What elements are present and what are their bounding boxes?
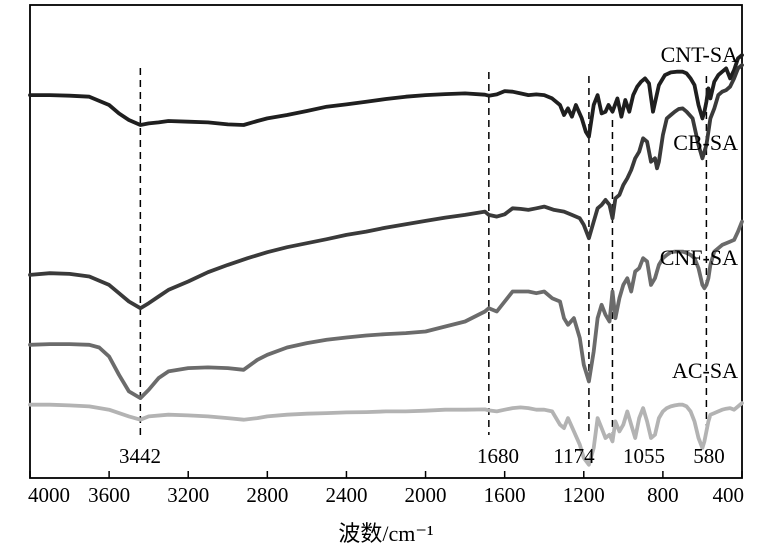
- annotation-labels: 3442 1680 1174 1055 580: [119, 444, 725, 468]
- series-label-cnf-sa: CNF-SA: [660, 245, 738, 270]
- annotation-lines: [139, 68, 708, 435]
- x-tick-label-4000: 4000: [28, 483, 70, 507]
- x-tick-label-2400: 2400: [325, 483, 367, 507]
- series-label-cb-sa: CB-SA: [673, 130, 738, 155]
- x-tick-label-2000: 2000: [405, 483, 447, 507]
- x-tick-label-400: 400: [713, 483, 745, 507]
- series-label-cnt-sa: CNT-SA: [661, 42, 739, 67]
- x-tick-label-3200: 3200: [167, 483, 209, 507]
- x-axis-tick-labels: 4000 3600 3200 2800 2400 2000 1600 1200 800 400: [28, 483, 744, 507]
- series-line-cb-sa: [28, 63, 744, 311]
- series-label-ac-sa: AC-SA: [672, 358, 738, 383]
- series-line-cnt-sa: [28, 53, 744, 139]
- annotation-label-1055: 1055: [623, 444, 665, 468]
- series-line-cnf-sa: [28, 219, 744, 400]
- x-tick-label-3600: 3600: [88, 483, 130, 507]
- series-labels: CNT-SA CB-SA CNF-SA AC-SA: [660, 42, 738, 383]
- annotation-label-3442: 3442: [119, 444, 161, 468]
- x-tick-label-2800: 2800: [246, 483, 288, 507]
- series-lines: [28, 53, 744, 467]
- x-axis-title: 波数/cm⁻¹: [338, 521, 433, 546]
- plot-frame: [29, 4, 743, 479]
- annotation-label-1174: 1174: [553, 444, 595, 468]
- x-tick-label-800: 800: [647, 483, 679, 507]
- series-line-ac-sa: [28, 401, 744, 467]
- x-axis-ticks: [29, 471, 743, 478]
- annotation-label-580: 580: [693, 444, 725, 468]
- annotation-label-1680: 1680: [477, 444, 519, 468]
- x-tick-label-1200: 1200: [563, 483, 605, 507]
- x-tick-label-1600: 1600: [484, 483, 526, 507]
